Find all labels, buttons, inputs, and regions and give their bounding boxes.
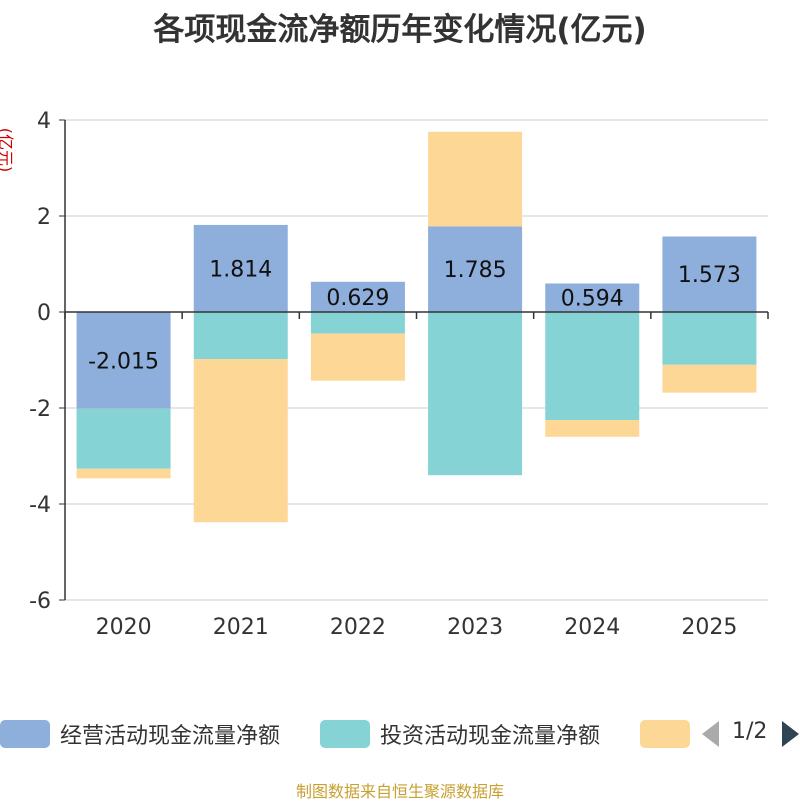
bar-2023-s0 — [428, 226, 523, 312]
source-note: 制图数据来自恒生聚源数据库 — [295, 782, 504, 801]
y-tick-label: -2 — [29, 397, 51, 422]
data-label-2023: 1.785 — [444, 258, 507, 283]
legend-pager: 1/2 — [700, 716, 800, 752]
bar-2020-s2 — [76, 468, 171, 479]
bar-2024-s2 — [545, 420, 640, 437]
chart-area: 4 2 0 -2 -4 -6 2020 2021 2022 2023 2024 2025 -2.015… — [29, 109, 769, 640]
legend-swatch-financing — [640, 720, 690, 748]
x-tick-label: 2023 — [447, 615, 503, 640]
pager-text: 1/2 — [732, 719, 768, 744]
x-tick-label: 2024 — [564, 615, 620, 640]
y-tick-label: 0 — [37, 301, 51, 326]
legend: 经营活动现金流量净额 投资活动现金流量净额 — [0, 716, 800, 756]
data-label-2024: 0.594 — [561, 287, 624, 312]
legend-item-financing[interactable] — [640, 716, 700, 752]
chart-title: 各项现金流净额历年变化情况(亿元) — [153, 12, 647, 48]
y-tick-label: -6 — [29, 589, 51, 614]
legend-label-investing: 投资活动现金流量净额 — [380, 724, 601, 749]
pager-prev-icon[interactable] — [702, 721, 719, 747]
x-tick-label: 2020 — [96, 615, 152, 640]
bar-2020-s1 — [76, 408, 171, 469]
bar-2022-s2 — [310, 333, 405, 381]
legend-item-operating[interactable]: 经营活动现金流量净额 — [0, 716, 280, 752]
legend-label-operating: 经营活动现金流量净额 — [60, 724, 281, 749]
y-tick-label: 2 — [37, 205, 51, 230]
y-tick-label: -4 — [29, 493, 51, 518]
bar-2020-s0 — [76, 312, 171, 409]
data-label-2021: 1.814 — [209, 257, 272, 282]
bar-2023-s1 — [428, 312, 523, 476]
bar-2022-s1 — [310, 312, 405, 334]
bar-2021-s2 — [193, 359, 288, 523]
legend-item-investing[interactable]: 投资活动现金流量净额 — [320, 716, 600, 752]
pager-next-icon[interactable] — [782, 721, 799, 747]
bar-2021-s1 — [193, 312, 288, 360]
data-label-2022: 0.629 — [326, 286, 389, 311]
x-tick-label: 2021 — [213, 615, 269, 640]
bar-2024-s0 — [545, 283, 640, 312]
legend-swatch-investing — [320, 720, 370, 748]
bar-2022-s0 — [310, 281, 405, 312]
bar-2021-s0 — [193, 224, 288, 312]
bar-2025-s0 — [662, 236, 757, 312]
bar-2025-s1 — [662, 312, 757, 365]
x-tick-label: 2025 — [681, 615, 737, 640]
data-label-2025: 1.573 — [678, 263, 741, 288]
data-label-2020: -2.015 — [88, 349, 159, 374]
bar-2024-s1 — [545, 312, 640, 420]
y-tick-label: 4 — [37, 109, 51, 134]
x-tick-label: 2022 — [330, 615, 386, 640]
bar-2025-s2 — [662, 364, 757, 393]
bar-2023-s2 — [428, 131, 523, 227]
legend-swatch-operating — [0, 720, 50, 748]
